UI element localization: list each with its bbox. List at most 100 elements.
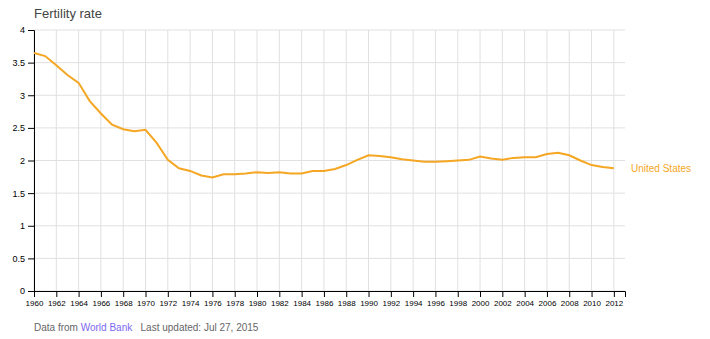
x-tick: 1994 <box>405 291 423 308</box>
x-axis: 1960 19621964 1966 1968 1970 1972 1974 1976 1978… <box>26 291 626 308</box>
y-tick: 0 <box>20 286 34 296</box>
x-tick: 1966 <box>93 291 111 308</box>
footer-text: Last updated: Jul 27, 2015 <box>132 322 259 333</box>
x-tick-mark <box>168 291 169 297</box>
title: Fertility rate <box>34 6 102 21</box>
x-tick: 1996 <box>427 291 445 308</box>
x-tick: 1986 <box>316 291 334 308</box>
y-tick: 1.5 <box>12 189 34 199</box>
y-tick: 1 <box>20 221 34 231</box>
plot: 1960 19621964 1966 1968 1970 1972 1974 1976 1978… <box>12 25 625 307</box>
y-tick-label: 1.5 <box>12 189 25 199</box>
x-tick: 1970 <box>137 291 155 308</box>
grid-line-y <box>34 258 625 259</box>
x-tick: 2006 <box>539 291 557 308</box>
y-tick-mark <box>28 30 34 31</box>
x-tick-mark <box>614 291 615 297</box>
y-tick-mark <box>28 258 34 259</box>
y-tick-mark <box>28 193 34 194</box>
x-tick: 1980 <box>249 291 267 308</box>
x-tick-label: 1990 <box>360 299 378 308</box>
x-tick-mark <box>279 291 280 297</box>
x-tick-mark <box>146 291 147 297</box>
x-tick-mark <box>569 291 570 297</box>
y-tick: 4 <box>20 25 34 35</box>
y-tick: 2.5 <box>12 123 34 133</box>
x-tick-mark <box>592 291 593 297</box>
x-tick-label: 2006 <box>539 299 557 308</box>
grid-line-y <box>34 62 625 63</box>
y-tick-mark <box>28 291 34 292</box>
line <box>34 53 614 178</box>
footer-text: World Bank <box>81 322 134 333</box>
y-tick-label: 0 <box>20 286 25 296</box>
x-tick-mark <box>346 291 347 297</box>
x-tick-label: 1960 <box>26 299 44 308</box>
y-tick-mark <box>28 95 34 96</box>
y-tick-mark <box>28 226 34 227</box>
x-tick: 1962 <box>48 291 66 308</box>
y-tick: 0.5 <box>12 254 34 264</box>
y-tick: 3.5 <box>12 58 34 68</box>
x-axis-line <box>35 292 626 298</box>
x-tick: 1960 <box>26 291 44 308</box>
x-tick: 1984 <box>293 291 311 308</box>
x-tick-label: 1988 <box>338 299 356 308</box>
x-tick-label: 1976 <box>204 299 222 308</box>
y-tick-label: 2 <box>20 156 25 166</box>
x-tick-mark <box>547 291 548 297</box>
footer-text: Data from <box>34 322 81 333</box>
x-tick-label: 1972 <box>159 299 177 308</box>
x-tick: 2008 <box>561 291 579 308</box>
x-tick: 2002 <box>494 291 512 308</box>
x-tick: 1998 <box>449 291 467 308</box>
x-tick-label: 2008 <box>561 299 579 308</box>
x-tick-mark <box>257 291 258 297</box>
y-tick: 2 <box>20 156 34 166</box>
x-tick-label: 1982 <box>271 299 289 308</box>
x-tick-mark <box>502 291 503 297</box>
y-tick-label: 2.5 <box>12 123 25 133</box>
y-tick: 3 <box>20 91 34 101</box>
x-tick: 2012 <box>605 291 623 308</box>
y-tick-label: 3.5 <box>12 58 25 68</box>
x-tick-label: 2012 <box>605 299 623 308</box>
grid-line-y <box>34 193 625 194</box>
y-tick-label: 3 <box>20 91 25 101</box>
x-tick-mark <box>101 291 102 297</box>
y-axis-line <box>28 31 35 292</box>
x-tick-label: 1966 <box>93 299 111 308</box>
x-tick-label: 1980 <box>249 299 267 308</box>
x-tick: 1988 <box>338 291 356 308</box>
x-tick-label: 1978 <box>226 299 244 308</box>
grid-line-y <box>34 160 625 161</box>
y-tick-mark <box>28 161 34 162</box>
x-tick-label: 2000 <box>472 299 490 308</box>
x-tick-mark <box>212 291 213 297</box>
y-tick-label: 0.5 <box>12 254 25 264</box>
x-tick-mark <box>435 291 436 297</box>
footer: Data from World Bank Last updated: Jul 2… <box>34 322 259 333</box>
y-tick-label: 4 <box>20 25 25 35</box>
x-tick-mark <box>458 291 459 297</box>
grid-line-y <box>34 225 625 226</box>
x-tick-label: 2004 <box>516 299 534 308</box>
x-tick: 1968 <box>115 291 133 308</box>
grid-line-y <box>34 95 625 96</box>
y-tick-mark <box>28 128 34 129</box>
x-tick: 1964 <box>70 291 88 308</box>
x-tick: 1990 <box>360 291 378 308</box>
x-tick-mark <box>190 291 191 297</box>
x-tick: 2000 <box>472 291 490 308</box>
x-tick-label: 1986 <box>316 299 334 308</box>
x-tick: 1976 <box>204 291 222 308</box>
grid-line-y <box>34 30 625 31</box>
x-tick-mark <box>123 291 124 297</box>
grid <box>34 30 625 291</box>
x-tick-label: 1984 <box>293 299 311 308</box>
x-tick: 1974 <box>182 291 200 308</box>
x-tick-mark <box>525 291 526 297</box>
x-tick-label: 1968 <box>115 299 133 308</box>
x-tick-label: 1992 <box>382 299 400 308</box>
y-axis: 0 0.5 1 1.5 2 2.5 3 3.5 4 <box>12 25 34 296</box>
